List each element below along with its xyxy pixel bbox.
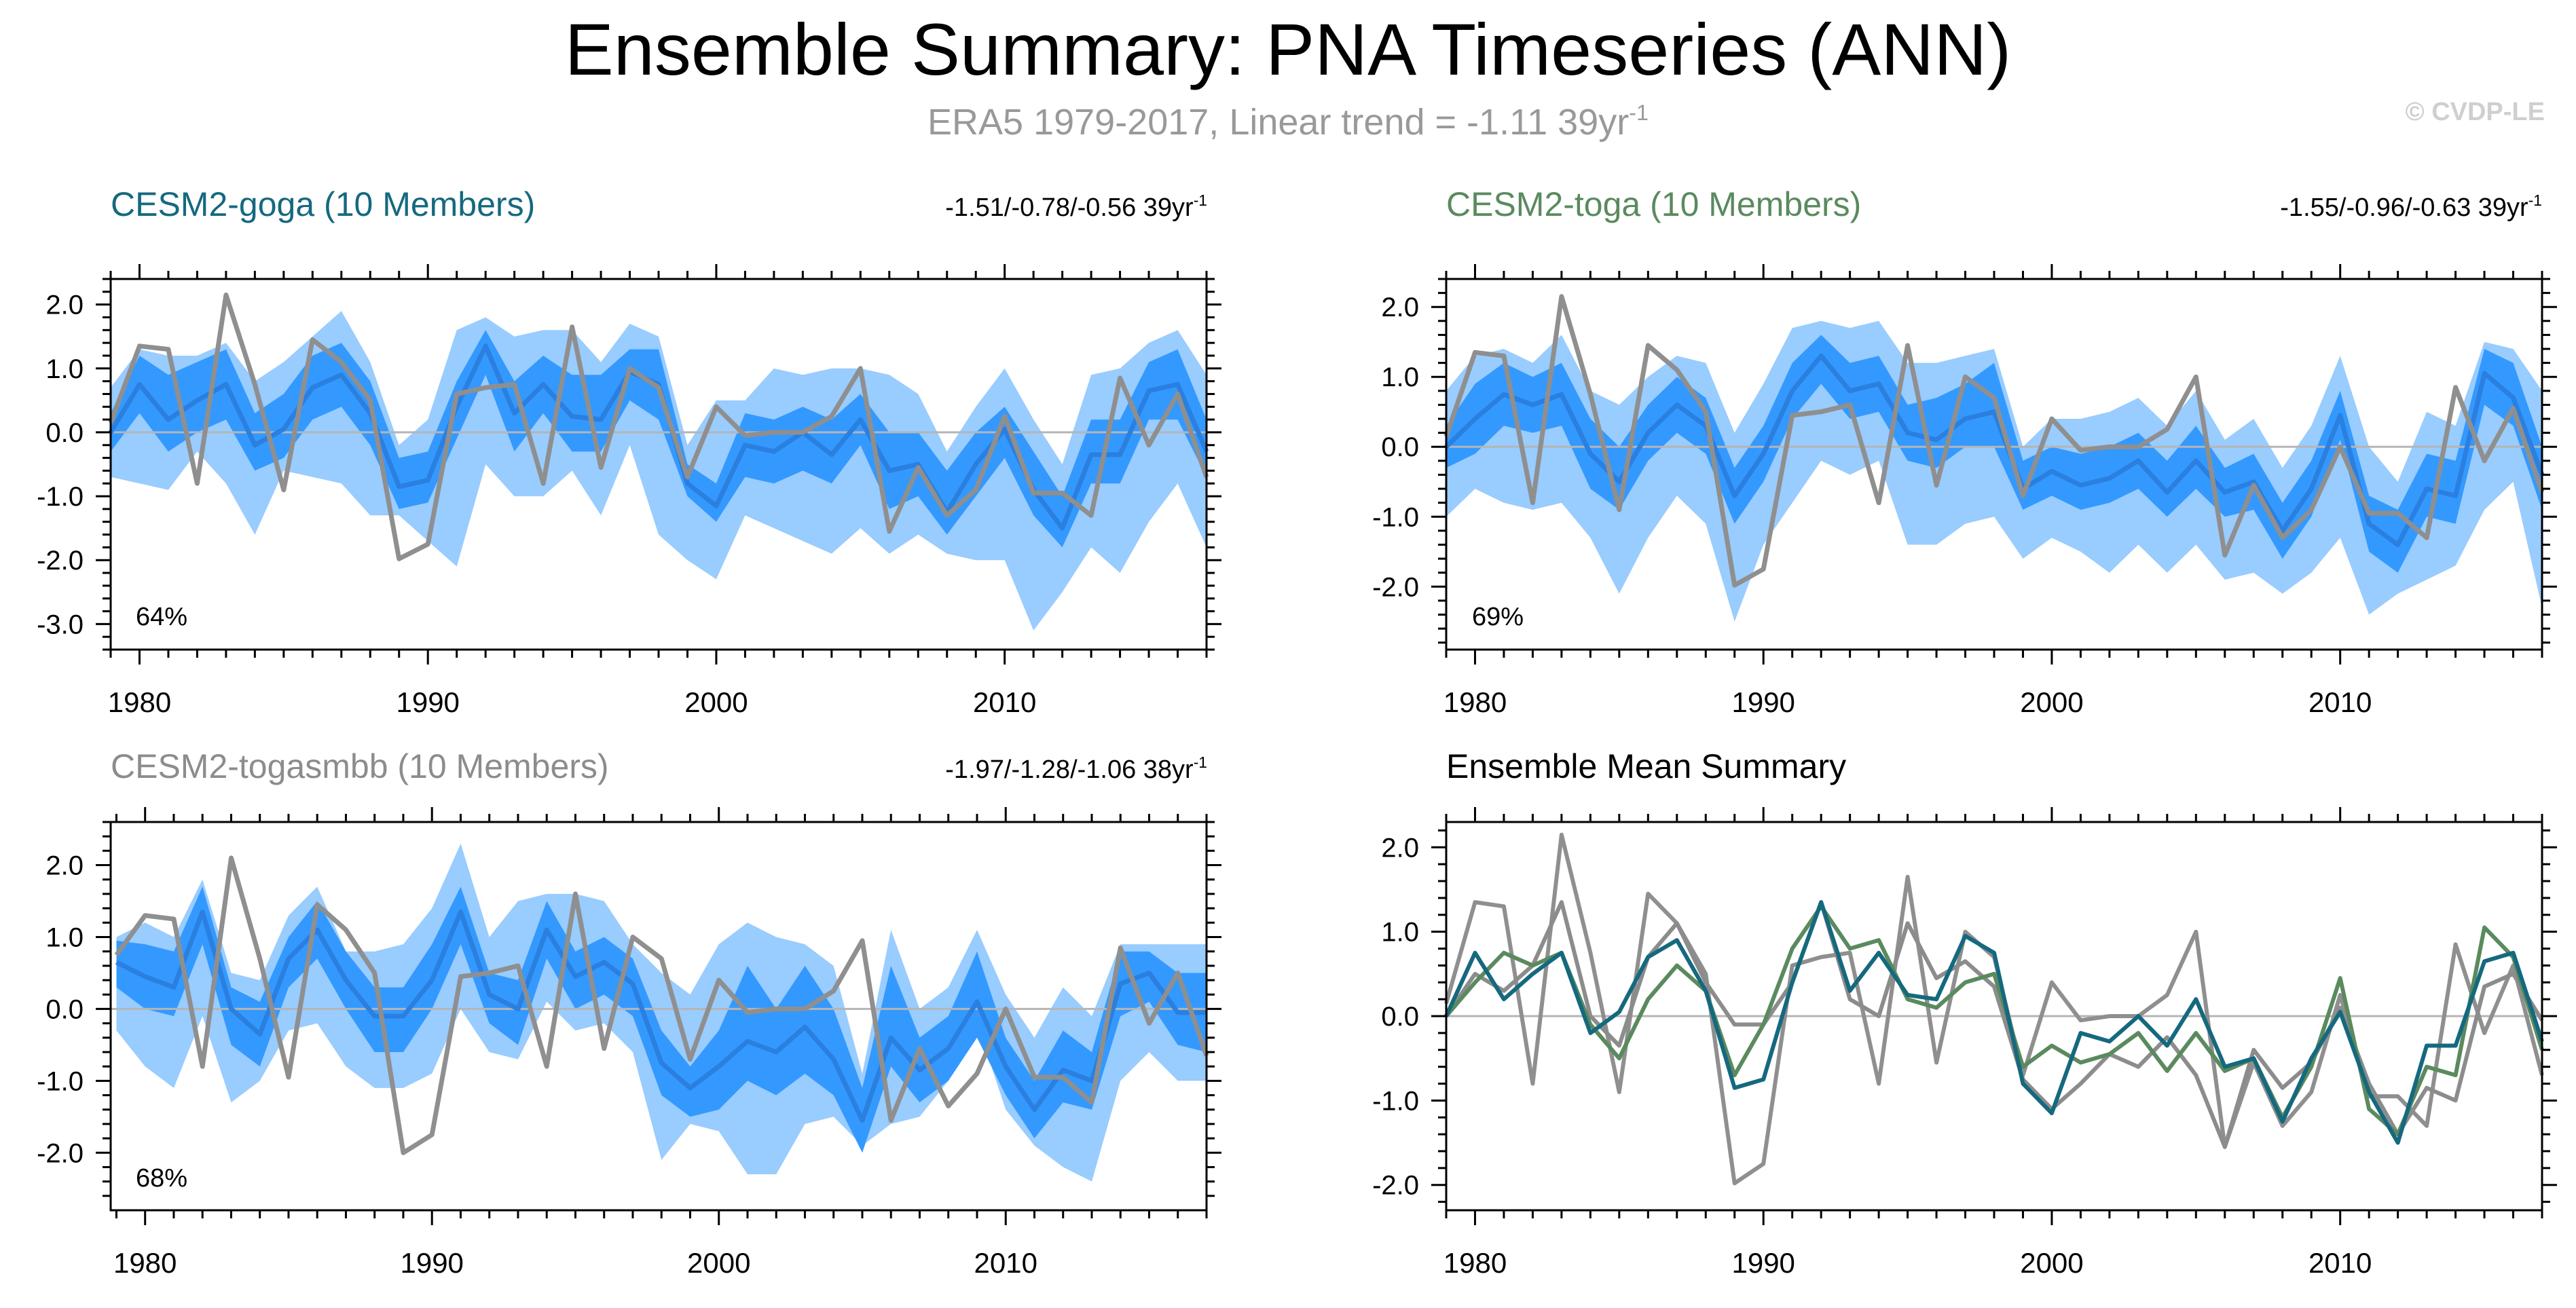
y-tick-label: 1.0 — [1381, 918, 1419, 948]
y-tick-label: -1.0 — [1372, 1086, 1419, 1116]
y-tick-label: 0.0 — [1381, 1002, 1419, 1032]
x-tick-label: 2010 — [2308, 1247, 2372, 1279]
observed-era5-line — [1443, 294, 2545, 588]
y-tick-label: 0.0 — [45, 418, 84, 448]
trend-text: -1.55/-0.96/-0.63 39yr — [2280, 193, 2528, 222]
y-tick-label: -2.0 — [1372, 572, 1419, 602]
trend-superscript: -1 — [1193, 753, 1207, 771]
y-tick-label: -1.0 — [1372, 502, 1419, 532]
subtitle: ERA5 1979-2017, Linear trend = -1.11 39y… — [0, 100, 2576, 143]
y-tick-label: 1.0 — [45, 354, 84, 384]
x-tick-label: 1990 — [1731, 1247, 1795, 1279]
x-tick-label: 2000 — [684, 686, 748, 718]
x-tick-label: 1990 — [400, 1247, 463, 1279]
observed-era5-line — [108, 293, 1209, 561]
subtitle-text: ERA5 1979-2017, Linear trend = -1.11 39y… — [927, 102, 1630, 143]
x-tick-label: 1980 — [108, 686, 171, 718]
y-tick-label: 1.0 — [45, 922, 84, 952]
x-tick-label: 2010 — [973, 686, 1036, 718]
subtitle-superscript: -1 — [1629, 100, 1649, 125]
trend-text: -1.97/-1.28/-1.06 38yr — [945, 755, 1194, 784]
panel-title-toga: CESM2-toga (10 Members) — [1446, 185, 1862, 223]
x-tick-label: 2010 — [2308, 686, 2372, 718]
chart-panel-summary: 2.0 1.0 0.0 -1.0 -2.0 1980 1990 2000 2010 — [1372, 807, 2557, 1279]
trend-superscript: -1 — [1193, 191, 1207, 209]
x-tick-label: 2000 — [2020, 686, 2083, 718]
y-tick-label: -1.0 — [37, 482, 84, 512]
panel-trend-togasmbb: -1.97/-1.28/-1.06 38yr-1 — [945, 753, 1207, 785]
panel-trend-goga: -1.51/-0.78/-0.56 39yr-1 — [945, 191, 1207, 223]
y-tick-label: 0.0 — [1381, 432, 1419, 462]
y-tick-label: 2.0 — [45, 291, 84, 320]
y-tick-label: 0.0 — [45, 994, 84, 1024]
x-tick-label: 1980 — [1443, 686, 1507, 718]
plot-frame — [109, 821, 1208, 1212]
x-tick-label: 1990 — [396, 686, 459, 718]
chart-panel-goga: 2.0 1.0 0.0 -1.0 -2.0 -3.0 1980 1990 2000 2010 — [37, 264, 1221, 718]
y-tick-label: -2.0 — [37, 546, 84, 576]
y-tick-label: 2.0 — [1381, 833, 1419, 863]
inner-spread-band — [116, 886, 1207, 1153]
outer-spread-band — [116, 843, 1207, 1182]
y-tick-label: -1.0 — [37, 1066, 84, 1096]
observed-era5-line — [114, 855, 1209, 1155]
trend-text: -1.51/-0.78/-0.56 39yr — [945, 193, 1194, 222]
page-title: Ensemble Summary: PNA Timeseries (ANN) — [564, 8, 2012, 90]
series-line-obs — [1444, 832, 2544, 1186]
panel-title-togasmbb: CESM2-togasmbb (10 Members) — [111, 747, 609, 785]
x-tick-label: 1990 — [1731, 686, 1795, 718]
panel-title-summary: Ensemble Mean Summary — [1446, 747, 1847, 785]
y-tick-label: 1.0 — [1381, 362, 1419, 392]
y-tick-label: 2.0 — [45, 851, 84, 881]
chart-panel-togasmbb: 2.0 1.0 0.0 -1.0 -2.0 1980 1990 2000 2010 — [37, 807, 1221, 1279]
x-tick-label: 2010 — [974, 1247, 1037, 1279]
x-tick-label: 2000 — [687, 1247, 750, 1279]
chart-panel-toga: 2.0 1.0 0.0 -1.0 -2.0 1980 1990 2000 2010 — [1372, 264, 2557, 718]
y-tick-label: 2.0 — [1381, 293, 1419, 322]
y-tick-label: -2.0 — [1372, 1171, 1419, 1201]
y-tick-label: -2.0 — [37, 1138, 84, 1168]
percent-label-togasmbb: 68% — [136, 1164, 188, 1193]
percent-label-toga: 69% — [1472, 603, 1524, 631]
panel-trend-toga: -1.55/-0.96/-0.63 39yr-1 — [2280, 191, 2542, 223]
y-tick-label: -3.0 — [37, 610, 84, 639]
x-tick-label: 1980 — [113, 1247, 177, 1279]
x-tick-label: 1980 — [1443, 1247, 1507, 1279]
outer-spread-band — [1446, 320, 2542, 622]
credit-label: © CVDP-LE — [2405, 98, 2545, 126]
outer-spread-band — [111, 311, 1207, 631]
trend-superscript: -1 — [2528, 191, 2542, 209]
x-tick-label: 2000 — [2020, 1247, 2083, 1279]
ensemble-mean-line — [115, 909, 1207, 1123]
percent-label-goga: 64% — [136, 603, 188, 631]
panel-title-goga: CESM2-goga (10 Members) — [111, 185, 536, 223]
series-line-goga — [1444, 900, 2544, 1145]
